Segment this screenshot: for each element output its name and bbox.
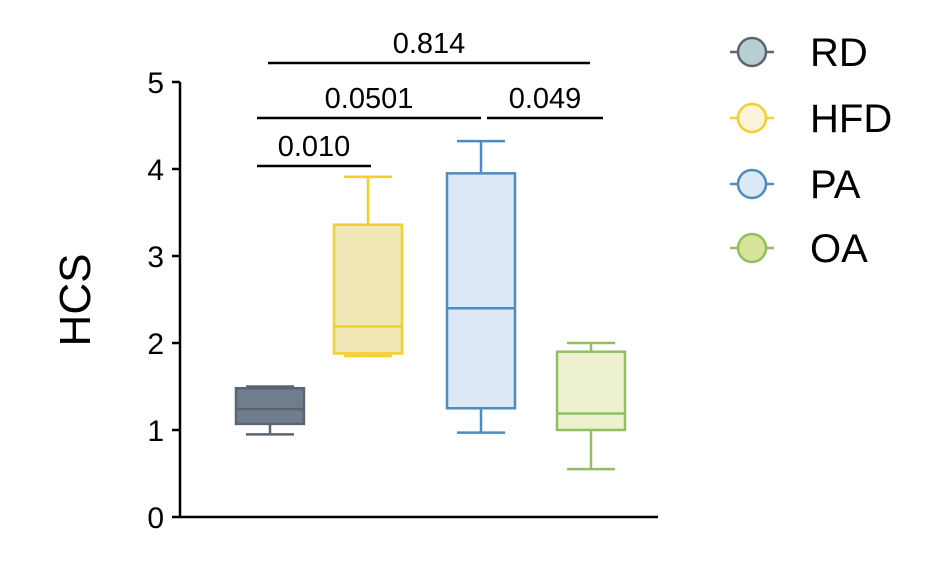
legend-item-hfd: HFD (730, 97, 892, 141)
legend-label: RD (810, 31, 868, 75)
significance-brackets: 0.010 0.0501 0.049 0.814 (257, 28, 603, 168)
box-rd (234, 385, 306, 436)
y-tick-label: 5 (147, 67, 164, 100)
legend-label: OA (810, 227, 868, 271)
p-value-label: 0.010 (278, 131, 351, 163)
p-value-label: 0.814 (393, 28, 466, 60)
box-iqr (555, 350, 627, 432)
y-axis-label: HCS (51, 254, 100, 347)
box-iqr (332, 223, 404, 355)
legend-marker (736, 36, 768, 68)
boxes (234, 139, 627, 471)
bracket-0: 0.010 (257, 131, 371, 168)
y-tick-label: 1 (147, 415, 164, 448)
bracket-3: 0.814 (268, 28, 590, 65)
box-hfd (332, 175, 404, 358)
box-pa (445, 139, 517, 434)
y-tick-label: 0 (147, 502, 164, 535)
legend: RD HFD PA OA (730, 31, 892, 271)
legend-marker (736, 232, 768, 264)
legend-marker (736, 102, 768, 134)
legend-marker (736, 168, 768, 200)
box-oa (555, 341, 627, 471)
y-tick-label: 3 (147, 241, 164, 274)
bracket-2: 0.049 (487, 83, 603, 120)
legend-label: PA (810, 163, 861, 207)
p-value-label: 0.0501 (325, 83, 414, 115)
axes: 0 1 2 3 4 5 (147, 67, 658, 535)
bracket-1: 0.0501 (257, 83, 481, 120)
legend-label: HFD (810, 97, 892, 141)
box-iqr (445, 172, 517, 410)
y-tick-label: 2 (147, 328, 164, 361)
legend-item-oa: OA (730, 227, 868, 271)
box-iqr (234, 386, 306, 426)
y-tick-label: 4 (147, 154, 164, 187)
legend-item-pa: PA (730, 163, 861, 207)
p-value-label: 0.049 (509, 83, 582, 115)
legend-item-rd: RD (730, 31, 868, 75)
